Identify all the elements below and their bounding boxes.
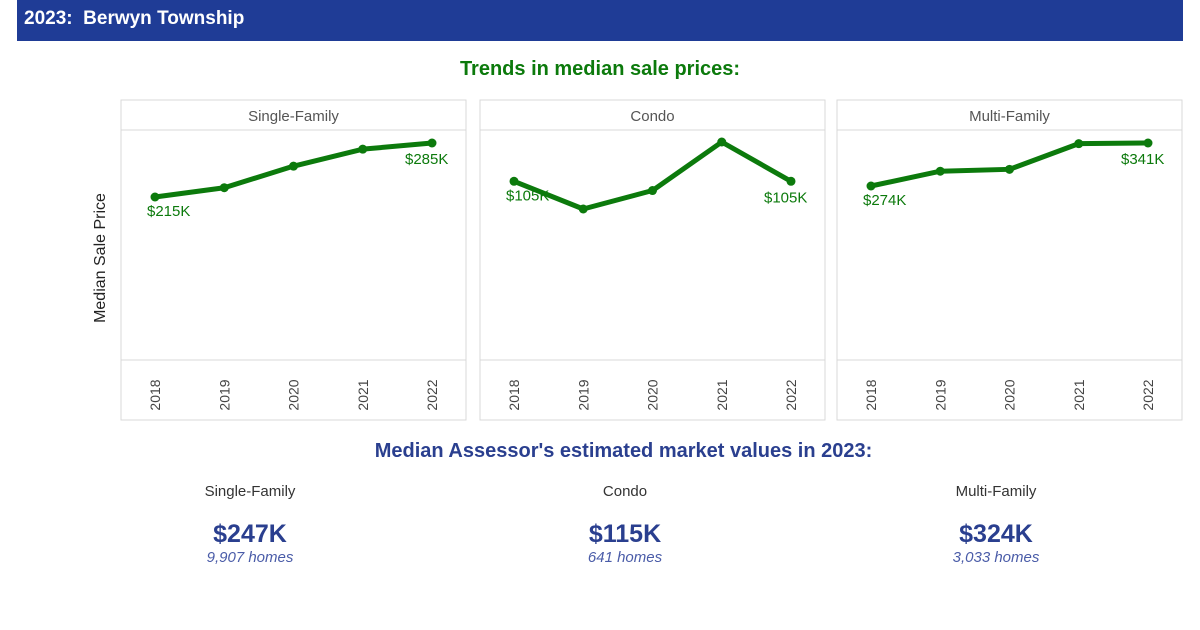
x-tick-label: 2022 (783, 379, 799, 410)
trends-title: Trends in median sale prices: (459, 58, 741, 80)
x-tick-label: 2018 (506, 379, 522, 410)
panel-title: Multi-Family (969, 108, 1050, 125)
data-point (289, 161, 298, 171)
trend-chart-panels: Single-Family 2018 2019 2020 2021 2022 $215K $2… (120, 99, 1183, 421)
data-point (648, 186, 657, 196)
data-point (427, 138, 437, 148)
market-value-homes: 3,033 homes (952, 549, 1040, 566)
x-tick-label: 2020 (645, 379, 661, 410)
data-point (358, 144, 368, 154)
data-label: $105K (764, 189, 807, 206)
data-label: $215K (147, 203, 190, 220)
market-value-amount: $247K (213, 520, 287, 548)
x-tick-label: 2021 (714, 379, 730, 410)
market-value-homes: 9,907 homes (206, 549, 294, 566)
market-value-amount: $115K (588, 520, 662, 548)
x-tick-label: 2018 (863, 379, 879, 410)
data-point (866, 181, 876, 191)
data-point (150, 192, 160, 202)
market-value-multi-family: Multi-Family $324K 3,033 homes (866, 482, 1126, 567)
data-point (509, 176, 519, 186)
x-tick-label: 2019 (932, 379, 948, 410)
data-point (219, 183, 229, 193)
x-tick-label: 2021 (355, 379, 371, 410)
market-value-condo: Condo $115K 641 homes (495, 482, 755, 567)
data-point (717, 137, 727, 147)
x-tick-label: 2021 (1071, 379, 1087, 410)
market-value-homes: 641 homes (587, 549, 663, 566)
market-value-type: Condo (602, 483, 648, 500)
data-point (935, 166, 945, 176)
x-tick-label: 2019 (216, 379, 232, 410)
x-tick-label: 2018 (147, 379, 163, 410)
data-label: $285K (405, 151, 448, 168)
x-tick-label: 2019 (575, 379, 591, 410)
x-tick-label: 2022 (424, 379, 440, 410)
x-tick-label: 2020 (286, 379, 302, 410)
data-label: $274K (863, 192, 906, 209)
data-label: $105K (506, 187, 549, 204)
data-point (1074, 139, 1084, 149)
data-point (1143, 138, 1153, 148)
panel-title: Single-Family (248, 108, 339, 125)
panel-frame (120, 99, 467, 421)
panel-frame (479, 99, 826, 421)
panel-title: Condo (630, 108, 674, 125)
market-value-type: Multi-Family (955, 483, 1037, 500)
page-header: 2023: Berwyn Township (17, 0, 1183, 41)
data-label: $341K (1121, 151, 1164, 168)
data-point (578, 204, 588, 214)
market-value-type: Single-Family (204, 483, 296, 500)
x-tick-label: 2020 (1002, 379, 1018, 410)
panel-frame (836, 99, 1183, 421)
data-point (786, 176, 796, 186)
x-tick-label: 2022 (1140, 379, 1156, 410)
market-values-title: Median Assessor's estimated market value… (374, 440, 873, 462)
market-value-single-family: Single-Family $247K 9,907 homes (120, 482, 380, 567)
data-point (1005, 164, 1014, 174)
market-value-amount: $324K (959, 520, 1033, 548)
